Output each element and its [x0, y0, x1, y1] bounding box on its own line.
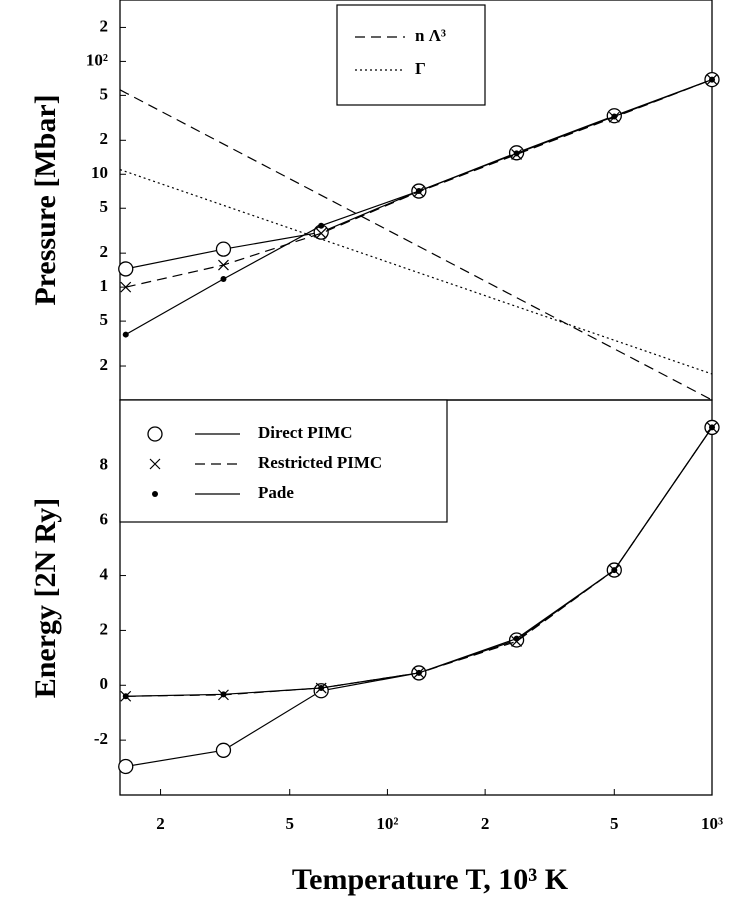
- y-tick-label: 5: [100, 84, 109, 103]
- marker: [215, 742, 232, 758]
- legend-label: Direct PIMC: [258, 423, 353, 442]
- marker: [611, 113, 618, 120]
- y-tick-label: 4: [100, 564, 109, 583]
- marker: [122, 693, 129, 700]
- marker: [709, 424, 715, 431]
- series-line: [125, 79, 713, 270]
- marker: [218, 259, 229, 271]
- y-tick-label: 10: [91, 163, 108, 182]
- marker: [513, 635, 520, 642]
- y-tick-label: -2: [94, 729, 108, 748]
- series-line: [119, 169, 713, 375]
- marker: [122, 331, 129, 338]
- y-tick-label: 5: [100, 310, 109, 329]
- series-line: [125, 79, 713, 288]
- y-tick-label: 0: [100, 674, 109, 693]
- marker: [415, 669, 422, 676]
- marker: [147, 426, 163, 442]
- y-tick-label: 2: [100, 619, 109, 638]
- y-tick-label: 10²: [86, 50, 108, 69]
- legend-label: Γ: [415, 59, 426, 78]
- x-tick-label: 2: [481, 814, 490, 833]
- y-tick-label: 2: [100, 129, 109, 148]
- x-axis-title: Temperature T, 10³ K: [292, 863, 569, 896]
- y-tick-label: 6: [100, 510, 109, 529]
- x-tick-label: 5: [285, 814, 294, 833]
- y-tick-label: 2: [100, 16, 109, 35]
- marker: [315, 227, 327, 239]
- y-tick-label: 2: [100, 242, 109, 261]
- y-tick-label: 8: [100, 455, 109, 474]
- series-line: [125, 79, 713, 336]
- y-axis-title: Pressure [Mbar]: [29, 94, 62, 305]
- y-tick-label: 1: [100, 276, 109, 295]
- x-tick-label: 2: [156, 814, 165, 833]
- x-tick-label: 10²: [376, 814, 398, 833]
- legend-label: Restricted PIMC: [258, 453, 382, 472]
- series-line: [119, 89, 713, 401]
- y-tick-label: 5: [100, 197, 109, 216]
- marker: [318, 222, 325, 229]
- marker: [120, 281, 132, 293]
- legend-box: [119, 399, 448, 523]
- marker: [513, 150, 520, 157]
- marker: [215, 241, 232, 257]
- marker: [220, 691, 227, 698]
- marker: [152, 491, 158, 497]
- marker: [220, 276, 227, 283]
- legend-label: Pade: [258, 483, 294, 502]
- marker: [709, 76, 715, 83]
- marker: [149, 458, 161, 470]
- y-axis-title: Energy [2N Ry]: [29, 498, 62, 699]
- marker: [118, 261, 134, 277]
- x-tick-label: 10³: [701, 814, 723, 833]
- marker: [118, 758, 134, 775]
- marker: [318, 685, 325, 692]
- legend-label: n Λ³: [415, 26, 446, 45]
- x-tick-label: 5: [610, 814, 619, 833]
- y-tick-label: 2: [100, 355, 109, 374]
- marker: [415, 188, 422, 195]
- marker: [611, 567, 618, 574]
- legend-box: [336, 4, 486, 106]
